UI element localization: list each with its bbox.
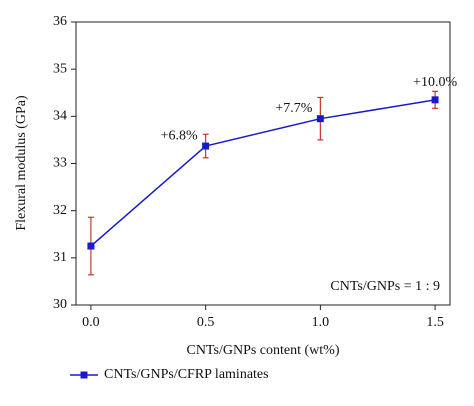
data-point — [431, 96, 439, 104]
x-tick-label: 1.5 — [426, 315, 444, 330]
annotation: +10.0% — [413, 75, 457, 90]
annotation: +7.7% — [275, 101, 312, 116]
y-tick-label: 31 — [53, 250, 67, 265]
y-tick-label: 33 — [53, 156, 67, 171]
data-point — [202, 142, 210, 150]
plot-frame — [75, 21, 451, 306]
y-tick-label: 30 — [53, 297, 67, 312]
x-tick-label: 0.0 — [82, 315, 100, 330]
note: CNTs/GNPs = 1 : 9 — [330, 279, 440, 294]
data-point — [316, 115, 324, 123]
x-tick-label: 1.0 — [312, 315, 330, 330]
data-line — [90, 99, 436, 247]
x-tick-label: 0.5 — [197, 315, 215, 330]
annotation: +6.8% — [161, 128, 198, 143]
legend-label: CNTs/GNPs/CFRP laminates — [104, 367, 269, 382]
x-axis-title: CNTs/GNPs content (wt%) — [186, 343, 339, 358]
y-tick-label: 35 — [53, 61, 67, 76]
data-point — [87, 242, 95, 250]
y-tick-label: 36 — [53, 14, 67, 29]
legend-marker — [80, 371, 88, 379]
y-tick-label: 32 — [53, 203, 67, 218]
y-axis-title: Flexural modulus (GPa) — [14, 95, 29, 231]
y-tick-label: 34 — [53, 109, 67, 124]
